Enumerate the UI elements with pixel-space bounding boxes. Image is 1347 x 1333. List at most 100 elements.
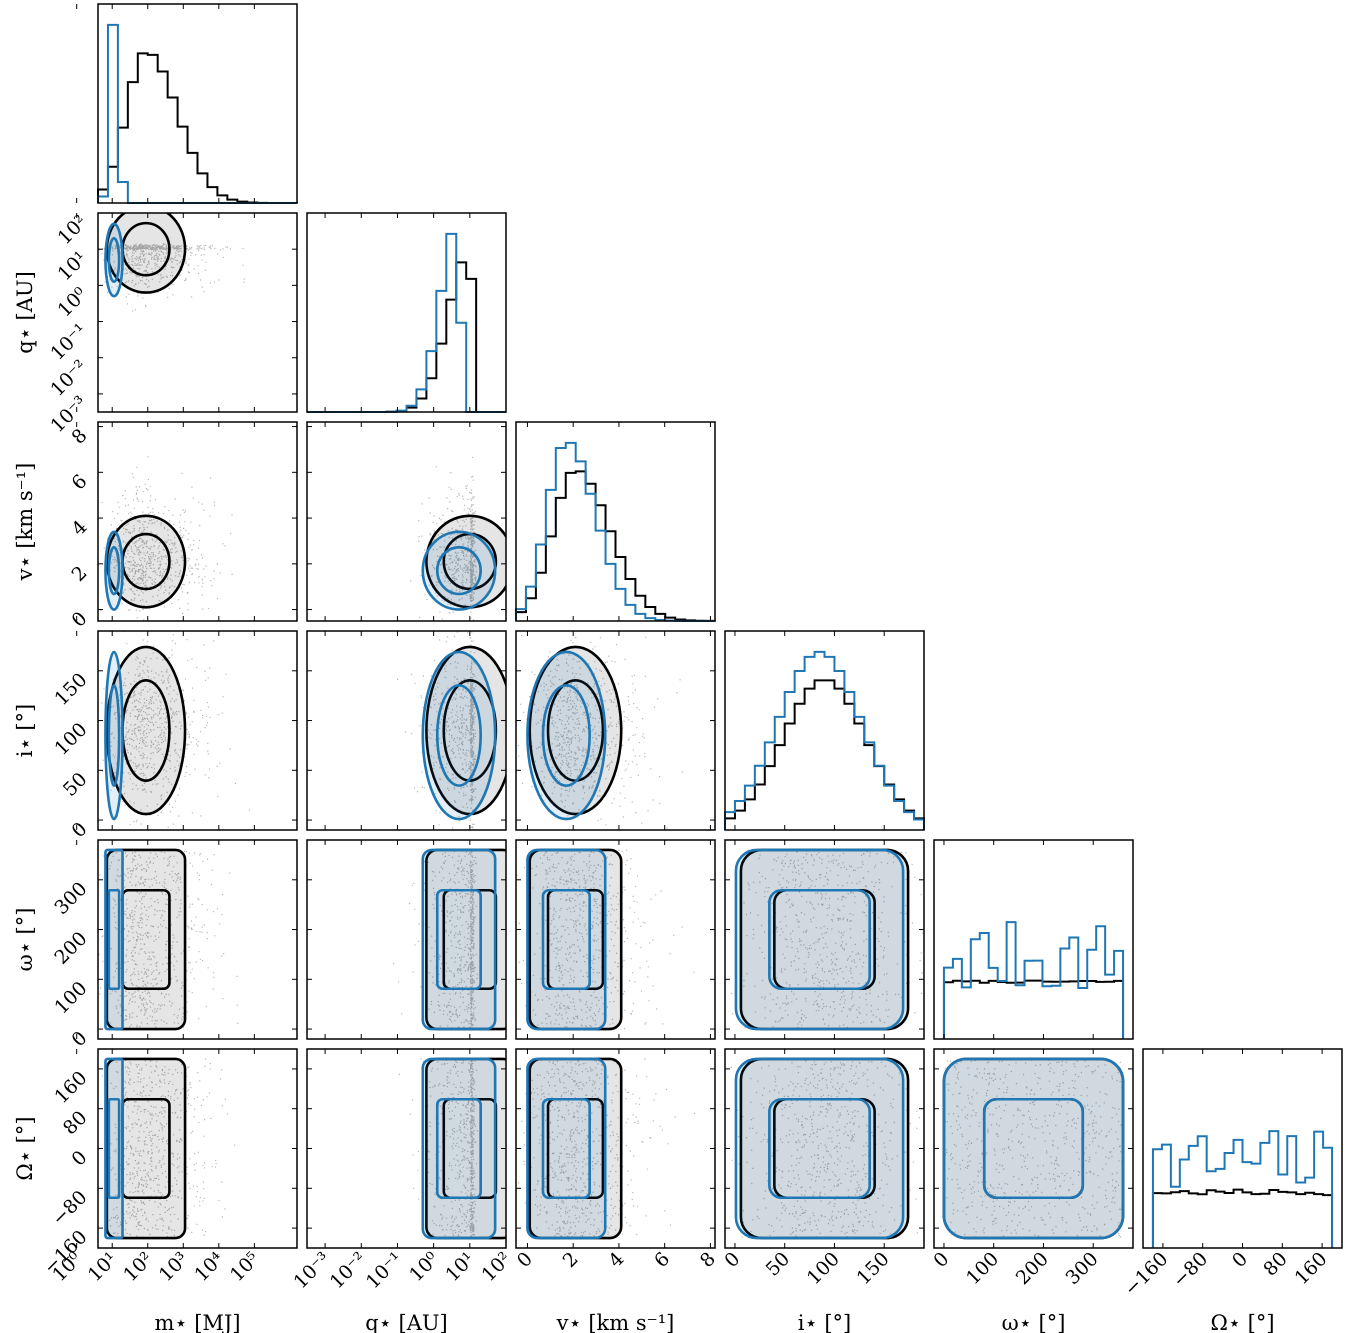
hist-panel-q	[306, 212, 507, 413]
scatter-w-v	[516, 849, 695, 1030]
hist-q-series-0	[307, 261, 506, 413]
x-tick-label-m: 10⁴	[190, 1248, 228, 1286]
contour-O-v-s1-l0	[526, 1057, 607, 1240]
scatter-q-m	[98, 243, 245, 312]
contour-w-v-s1-l0	[526, 848, 607, 1031]
hist-w-series-1	[942, 921, 1125, 1039]
x-tick-label-O: 80	[1259, 1248, 1292, 1281]
y-tick-label-q: 10⁰	[53, 283, 91, 321]
contour-O-q-s1-l0	[421, 1057, 497, 1240]
contour-i-m-s1-l1	[107, 684, 121, 787]
contour-v-q-s1-l0	[421, 530, 497, 611]
panel-O-vs-w	[933, 1048, 1134, 1249]
hist-frame-v	[515, 421, 716, 622]
hist-frame-q	[306, 212, 507, 413]
panel-frame-w-m	[97, 839, 298, 1040]
x-tick-label-O: 0	[1228, 1248, 1252, 1272]
panel-frame-q-m	[97, 212, 298, 413]
y-axis-label-q: q⋆ [AU]	[13, 271, 37, 354]
x-tick-label-v: 0	[513, 1248, 537, 1272]
contour-w-i-s1-l0	[734, 848, 905, 1031]
x-tick-label-i: 150	[853, 1248, 894, 1289]
panel-i-vs-v	[515, 630, 716, 831]
hist-O-series-1	[1151, 1130, 1334, 1248]
panel-frame-i-m	[97, 630, 298, 831]
contour-i-v-s1-l0	[526, 650, 607, 821]
contour-w-i-s1-l1	[768, 888, 871, 991]
x-tick-label-q: 10⁻²	[326, 1248, 371, 1293]
scatter-O-q	[398, 1058, 479, 1239]
panel-O-vs-m	[97, 1048, 298, 1249]
contour-w-m-s1-l1	[107, 888, 121, 991]
x-tick-label-v: 8	[696, 1248, 720, 1272]
x-tick-label-i: 100	[803, 1248, 844, 1289]
panel-v-vs-q	[306, 421, 507, 622]
y-axis-label-i: i⋆ [°]	[13, 704, 37, 757]
hist-w-series-0	[942, 979, 1125, 1039]
contour-w-v-s1-l1	[541, 888, 591, 991]
panel-frame-v-m	[97, 421, 298, 622]
contour-O-i-s1-l1	[768, 1097, 871, 1200]
x-axis-label-q: q⋆ [AU]	[365, 1311, 448, 1333]
contour-O-q-s1-l1	[435, 1097, 482, 1200]
contour-O-v-s1-l1	[541, 1097, 591, 1200]
x-tick-label-m: 10³	[155, 1248, 193, 1286]
x-tick-label-w: 200	[1012, 1248, 1053, 1289]
scatter-w-m	[98, 849, 239, 1030]
panel-w-vs-m	[97, 839, 298, 1040]
x-axis-label-i: i⋆ [°]	[798, 1311, 851, 1333]
contour-O-i-s1-l0	[734, 1057, 905, 1240]
contour-i-q-s1-l0	[421, 650, 497, 821]
panel-i-vs-q	[306, 630, 507, 831]
x-tick-label-q: 10⁻³	[289, 1248, 334, 1293]
y-tick-label-O: −80	[48, 1186, 92, 1230]
panel-frame-i-q	[306, 630, 507, 831]
y-tick-label-q: 10⁻¹	[46, 320, 91, 365]
hist-panel-w	[933, 839, 1134, 1040]
x-tick-label-q: 10⁰	[405, 1248, 443, 1286]
x-tick-label-v: 2	[559, 1248, 583, 1272]
x-axis-label-O: Ω⋆ [°]	[1210, 1311, 1274, 1333]
panel-q-vs-m	[97, 212, 298, 413]
y-axis-label-w: ω⋆ [°]	[13, 908, 37, 972]
y-tick-label-i: 100	[50, 719, 91, 760]
panel-frame-w-i	[724, 839, 925, 1040]
hist-panel-m	[97, 3, 298, 204]
contour-v-q-s1-l1	[435, 546, 482, 596]
hist-m-series-0	[97, 52, 298, 204]
contour-i-q-s1-l1	[435, 684, 482, 787]
x-tick-label-m: 10¹	[84, 1248, 122, 1286]
y-axis-label-v: v⋆ [km s⁻¹]	[13, 463, 37, 582]
contour-w-q-s1-l0	[421, 848, 497, 1031]
x-tick-label-O: −160	[1120, 1248, 1172, 1300]
panel-O-vs-q	[306, 1048, 507, 1249]
y-tick-label-q: 10²	[53, 211, 91, 249]
x-tick-label-q: 10¹	[441, 1248, 479, 1286]
contour-i-v-s1-l1	[541, 684, 591, 787]
panel-w-vs-q	[306, 839, 507, 1040]
panel-frame-v-q	[306, 421, 507, 622]
hist-panel-O	[1142, 1048, 1343, 1249]
y-axis-label-O: Ω⋆ [°]	[13, 1116, 37, 1180]
hist-panel-v	[515, 421, 716, 622]
contour-i-m-s0-l0	[105, 645, 187, 816]
y-tick-label-w: 0	[67, 1027, 91, 1051]
contour-O-m-s0-l0	[105, 1057, 187, 1240]
hist-frame-w	[933, 839, 1134, 1040]
y-tick-label-v: 0	[67, 608, 91, 632]
x-tick-label-w: 300	[1062, 1248, 1103, 1289]
scatter-O-m	[98, 1058, 236, 1239]
hist-O-series-0	[1151, 1188, 1334, 1248]
hist-panel-i	[724, 630, 925, 831]
y-tick-label-v: 8	[67, 425, 91, 449]
panel-frame-w-q	[306, 839, 507, 1040]
x-tick-label-m: 10²	[119, 1248, 157, 1286]
x-tick-label-w: 100	[962, 1248, 1003, 1289]
contour-v-m-s1-l1	[107, 546, 121, 596]
y-tick-label-i: 0	[67, 818, 91, 842]
x-tick-label-i: 50	[762, 1248, 795, 1281]
y-tick-label-O: 160	[50, 1067, 91, 1108]
y-tick-label-i: 50	[59, 768, 92, 801]
contour-v-m-s1-l0	[104, 530, 124, 611]
